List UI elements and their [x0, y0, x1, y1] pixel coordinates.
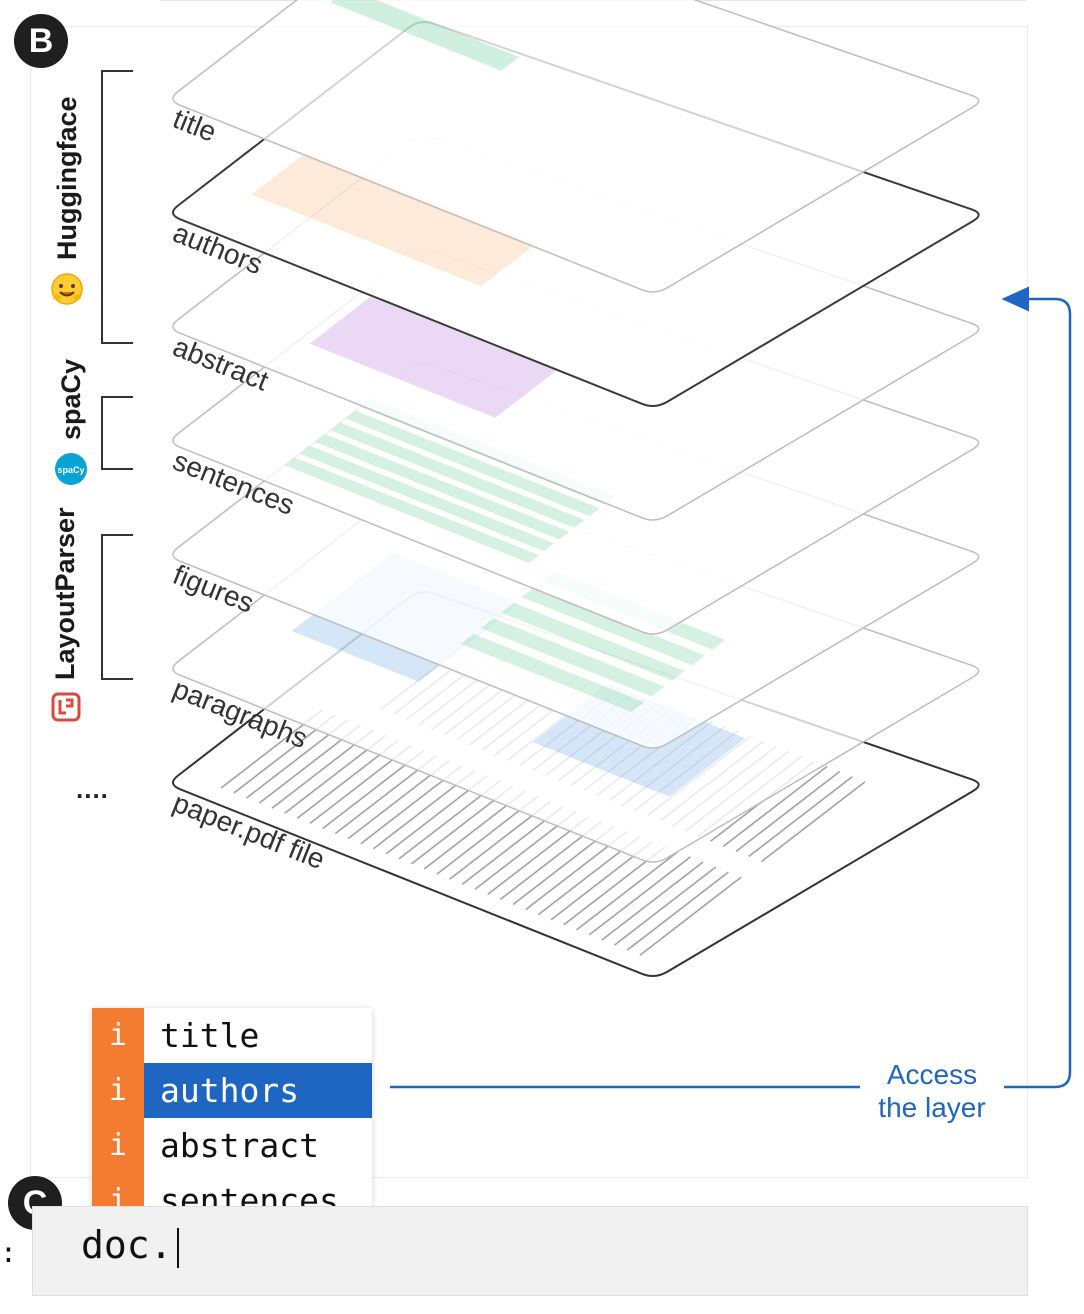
tool-name: spaCy [55, 358, 86, 440]
autocomplete-item-authors[interactable]: i authors [92, 1063, 372, 1118]
code-text: doc. [81, 1223, 173, 1267]
tool-name: Huggingface [51, 96, 82, 260]
access-layer-annotation: Access the layer [862, 1058, 1002, 1124]
panel-frame [30, 26, 1028, 1178]
autocomplete-item-abstract[interactable]: i abstract [92, 1118, 372, 1173]
bracket-huggingface [101, 70, 133, 344]
tool-huggingface: Huggingface [50, 96, 84, 306]
bracket-spacy [101, 396, 133, 470]
autocomplete-menu[interactable]: i title i authors i abstract i sentences [92, 1008, 372, 1228]
text-caret [176, 1227, 179, 1268]
cell-prompt: : [0, 1236, 17, 1269]
attribute-icon: i [92, 1008, 144, 1063]
code-input[interactable]: doc. [81, 1223, 179, 1268]
bracket-layoutparser [101, 534, 133, 680]
tool-name: LayoutParser [50, 507, 80, 680]
top-divider [160, 0, 1026, 1]
access-line-2: the layer [878, 1092, 986, 1123]
panel-b-badge: B [14, 14, 68, 68]
attribute-icon: i [92, 1118, 144, 1173]
attribute-icon: i [92, 1063, 144, 1118]
tool-spacy: spaCy spaCy [54, 359, 88, 486]
autocomplete-label: abstract [160, 1126, 319, 1165]
autocomplete-label: title [160, 1016, 260, 1055]
spacy-logo-icon: spaCy [54, 452, 88, 486]
access-line-1: Access [886, 1059, 978, 1090]
tool-layoutparser: LayoutParser [50, 507, 81, 722]
layoutparser-logo-icon [51, 692, 81, 722]
code-cell[interactable]: doc. [32, 1206, 1028, 1296]
hugging-face-emoji-icon [50, 272, 84, 306]
autocomplete-label: authors [144, 1063, 372, 1118]
svg-text:spaCy: spaCy [57, 465, 84, 475]
autocomplete-item-title[interactable]: i title [92, 1008, 372, 1063]
more-tools-indicator: .... [76, 774, 109, 804]
